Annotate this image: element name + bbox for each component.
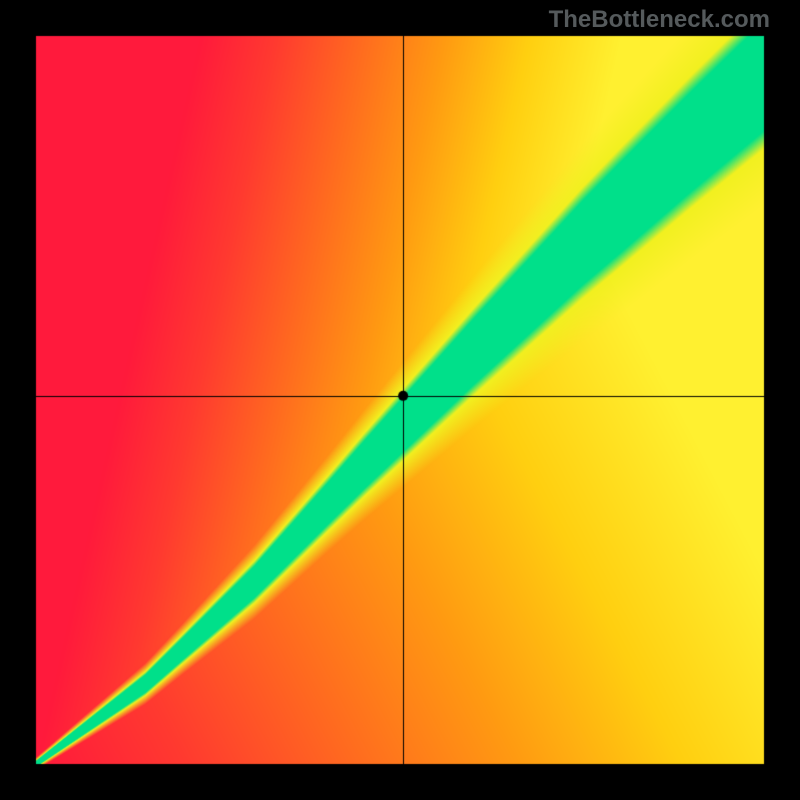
watermark-text: TheBottleneck.com <box>549 6 770 34</box>
bottleneck-heatmap <box>0 0 800 800</box>
chart-container: { "watermark": { "text": "TheBottleneck.… <box>0 0 800 800</box>
